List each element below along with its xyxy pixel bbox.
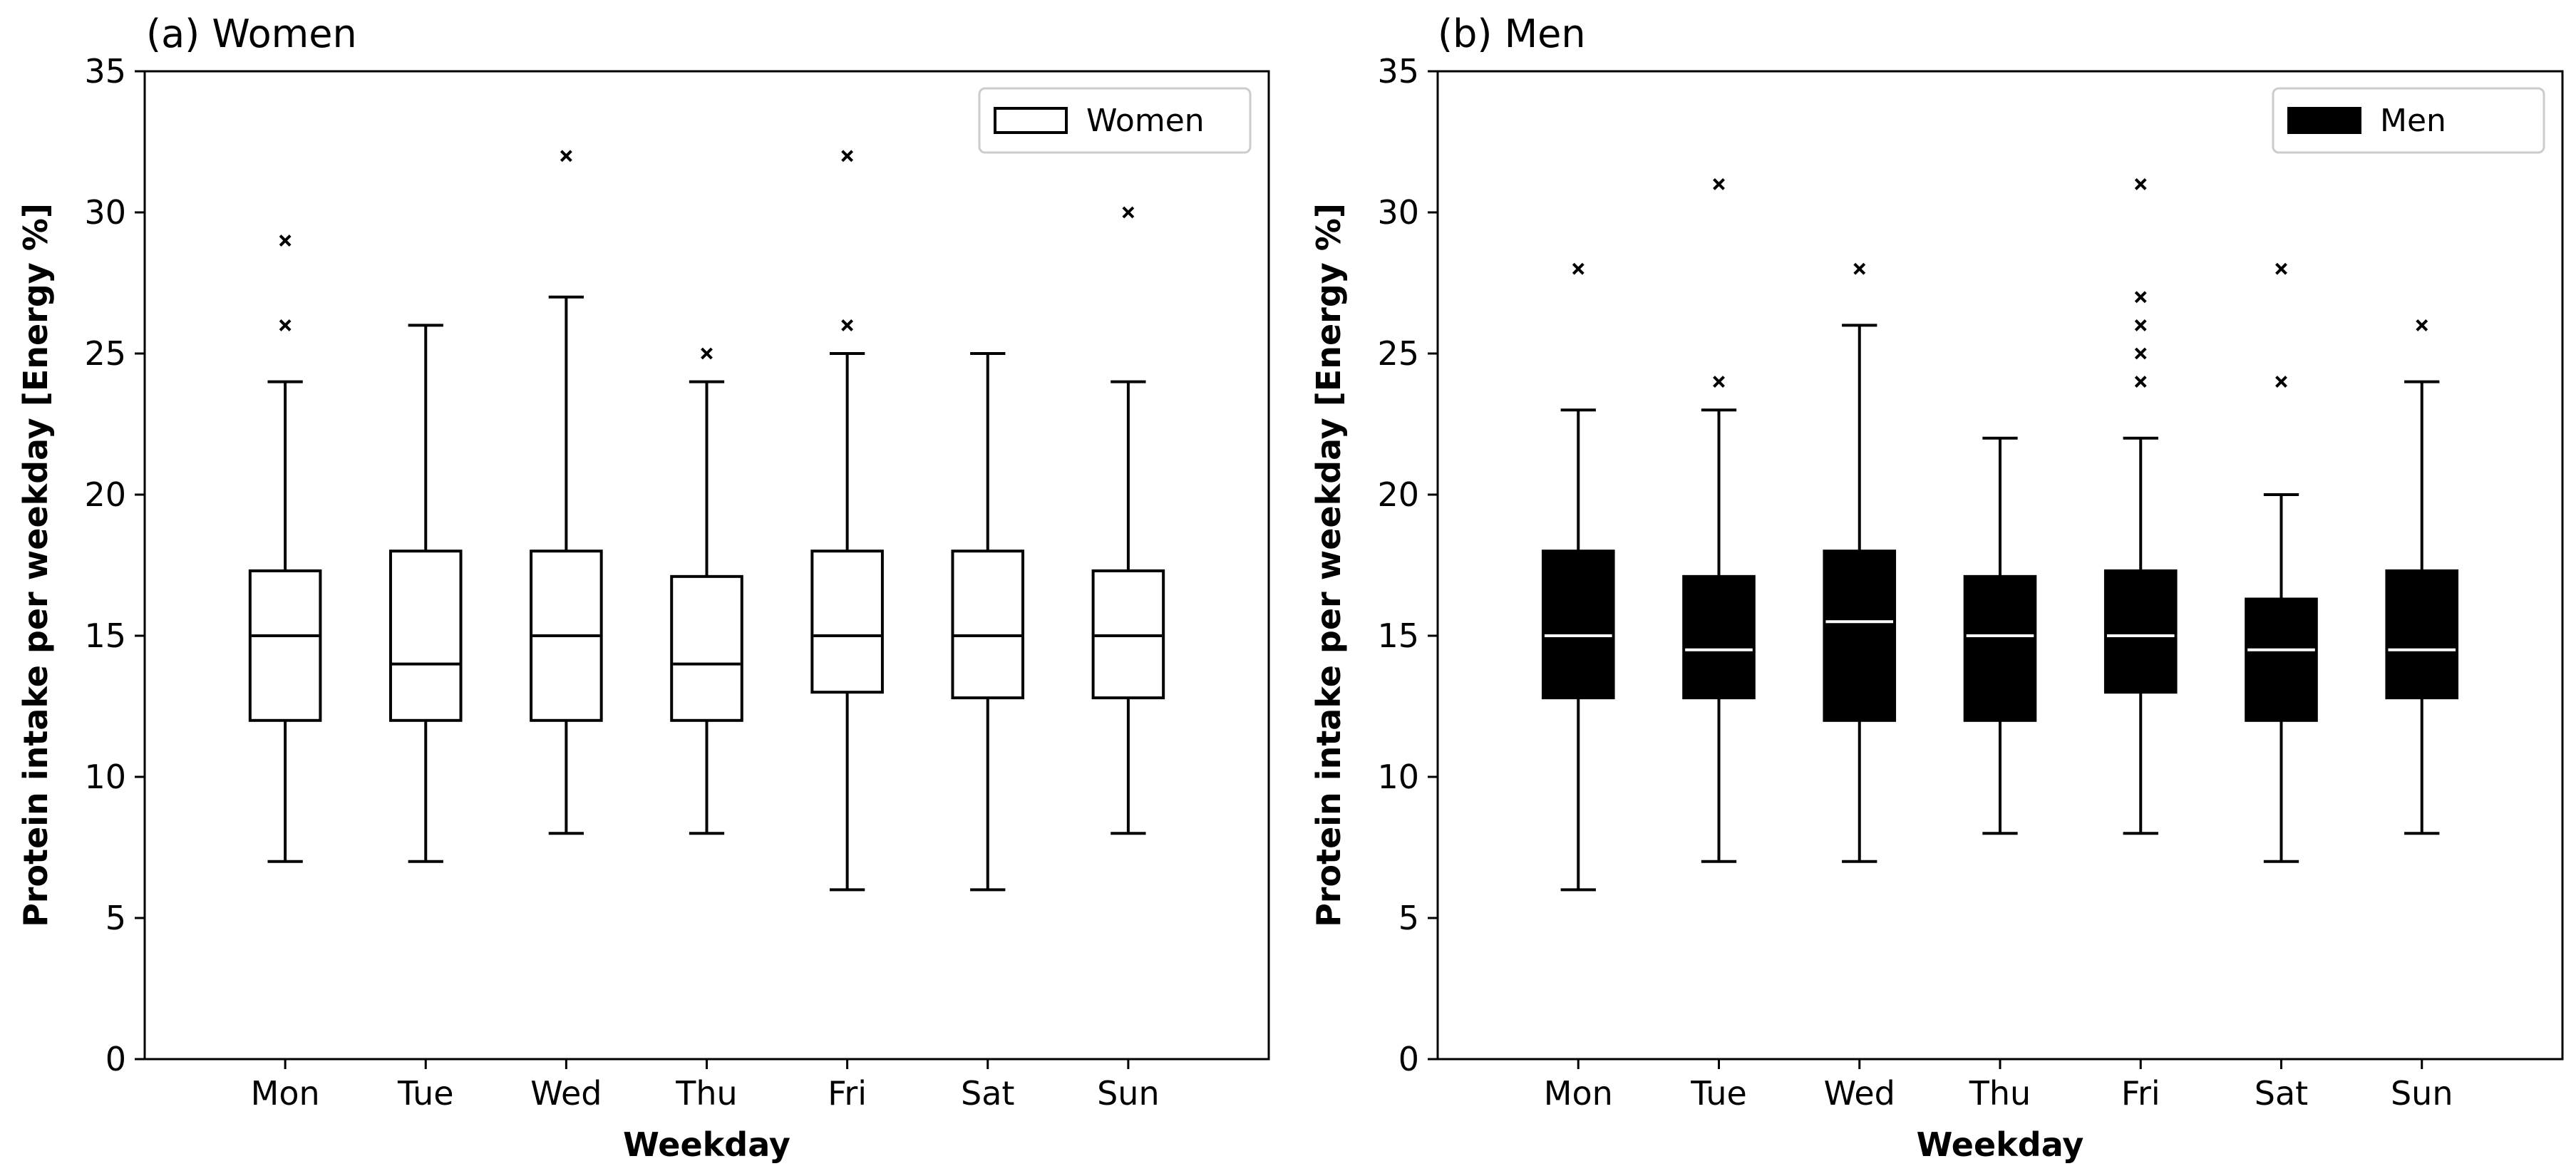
outlier-marker bbox=[1713, 177, 1725, 190]
women-ytick-label: 0 bbox=[105, 1040, 126, 1078]
outlier-marker bbox=[701, 347, 713, 360]
women-ytick-label: 20 bbox=[84, 475, 126, 514]
men-xtick-label-thu: Thu bbox=[1969, 1074, 2031, 1113]
outlier-marker bbox=[2134, 319, 2147, 331]
iqr-box bbox=[2385, 569, 2459, 700]
men-xtick-label-mon: Mon bbox=[1544, 1074, 1613, 1113]
men-box-wed bbox=[1823, 262, 1897, 863]
men-xtick-label-sat: Sat bbox=[2255, 1074, 2308, 1113]
men-panel: (b) Men 0 5 10 15 20 25 30 35 Mon Tue Wed Thu Fri Sat S… bbox=[1309, 11, 2564, 1164]
iqr-box bbox=[670, 574, 743, 722]
outlier-marker bbox=[1713, 376, 1725, 388]
women-y-axis-label: Protein intake per weekday [Energy %] bbox=[16, 203, 55, 927]
men-ytick-label: 30 bbox=[1377, 193, 1419, 232]
women-xtick-label-mon: Mon bbox=[251, 1074, 320, 1113]
men-ytick-label: 0 bbox=[1398, 1040, 1419, 1078]
women-ytick-label: 5 bbox=[105, 899, 126, 937]
women-xtick-label-tue: Tue bbox=[397, 1074, 454, 1113]
women-panel: (a) Women 0 5 10 15 20 25 30 35 Mon Tue Wed Thu Fri Sa… bbox=[16, 11, 1270, 1164]
outlier-marker bbox=[1122, 206, 1135, 219]
women-xtick-label-sat: Sat bbox=[961, 1074, 1014, 1113]
women-ytick-label: 30 bbox=[84, 193, 126, 232]
women-plot-frame bbox=[143, 70, 1270, 1061]
men-box-tue bbox=[1682, 177, 1756, 863]
men-panel-title: (b) Men bbox=[1438, 11, 1586, 56]
men-ytick-label: 25 bbox=[1377, 334, 1419, 373]
men-ytick-label: 15 bbox=[1377, 617, 1419, 655]
men-xtick-label-sun: Sun bbox=[2391, 1074, 2453, 1113]
men-legend: Men bbox=[2272, 87, 2545, 154]
men-y-axis-label: Protein intake per weekday [Energy %] bbox=[1309, 203, 1348, 927]
women-box-wed bbox=[530, 150, 603, 835]
legend-label: Women bbox=[1086, 103, 1205, 139]
outlier-marker bbox=[279, 234, 292, 247]
iqr-box bbox=[248, 569, 322, 722]
iqr-box bbox=[2245, 597, 2318, 722]
women-panel-title: (a) Women bbox=[146, 11, 357, 56]
outlier-marker bbox=[279, 319, 292, 331]
women-xtick-label-thu: Thu bbox=[675, 1074, 737, 1113]
legend-frame bbox=[978, 87, 1252, 154]
women-legend: Women bbox=[978, 87, 1252, 154]
men-box-thu bbox=[1963, 436, 2037, 835]
legend-frame bbox=[2272, 87, 2545, 154]
outlier-marker bbox=[2134, 347, 2147, 360]
women-x-axis-label: Weekday bbox=[623, 1125, 790, 1164]
legend-swatch bbox=[2287, 107, 2361, 134]
men-box-mon bbox=[1541, 262, 1615, 892]
outlier-marker bbox=[2134, 376, 2147, 388]
outlier-marker bbox=[2275, 262, 2287, 275]
men-ytick-label: 20 bbox=[1377, 475, 1419, 514]
women-xtick-label-wed: Wed bbox=[530, 1074, 602, 1113]
men-ytick-label: 5 bbox=[1398, 899, 1419, 937]
men-ytick-label: 10 bbox=[1377, 758, 1419, 796]
women-box-fri bbox=[810, 150, 884, 892]
women-box-thu bbox=[670, 347, 743, 835]
men-box-sat bbox=[2245, 262, 2318, 863]
women-xtick-label-fri: Fri bbox=[828, 1074, 867, 1113]
women-ytick-label: 25 bbox=[84, 334, 126, 373]
legend-label: Men bbox=[2380, 103, 2446, 139]
women-ytick-label: 15 bbox=[84, 617, 126, 655]
iqr-box bbox=[951, 550, 1025, 700]
outlier-marker bbox=[1572, 262, 1585, 275]
women-box-mon bbox=[248, 234, 322, 863]
men-box-fri bbox=[2103, 177, 2178, 835]
iqr-box bbox=[388, 550, 463, 722]
women-box-tue bbox=[388, 324, 463, 863]
outlier-marker bbox=[841, 319, 854, 331]
iqr-box bbox=[2103, 569, 2178, 694]
men-xtick-label-tue: Tue bbox=[1690, 1074, 1747, 1113]
women-xtick-label-sun: Sun bbox=[1097, 1074, 1160, 1113]
outlier-marker bbox=[2275, 376, 2287, 388]
women-ytick-label: 10 bbox=[84, 758, 126, 796]
men-xtick-label-fri: Fri bbox=[2121, 1074, 2160, 1113]
men-ytick-label: 35 bbox=[1377, 52, 1419, 91]
women-ytick-label: 35 bbox=[84, 52, 126, 91]
iqr-box bbox=[1682, 574, 1756, 700]
women-box-sun bbox=[1091, 206, 1165, 835]
outlier-marker bbox=[1853, 262, 1866, 275]
men-x-axis-label: Weekday bbox=[1917, 1125, 2084, 1164]
outlier-marker bbox=[560, 150, 572, 163]
men-xtick-label-wed: Wed bbox=[1824, 1074, 1895, 1113]
iqr-box bbox=[1823, 550, 1897, 722]
iqr-box bbox=[1541, 550, 1615, 700]
iqr-box bbox=[810, 550, 884, 694]
men-box-sun bbox=[2385, 319, 2459, 835]
legend-swatch bbox=[994, 107, 1068, 134]
outlier-marker bbox=[2134, 291, 2147, 304]
iqr-box bbox=[1963, 574, 2037, 722]
outlier-marker bbox=[2134, 177, 2147, 190]
men-plot-frame bbox=[1436, 70, 2564, 1061]
outlier-marker bbox=[841, 150, 854, 163]
outlier-marker bbox=[2416, 319, 2428, 331]
women-box-sat bbox=[951, 352, 1025, 892]
